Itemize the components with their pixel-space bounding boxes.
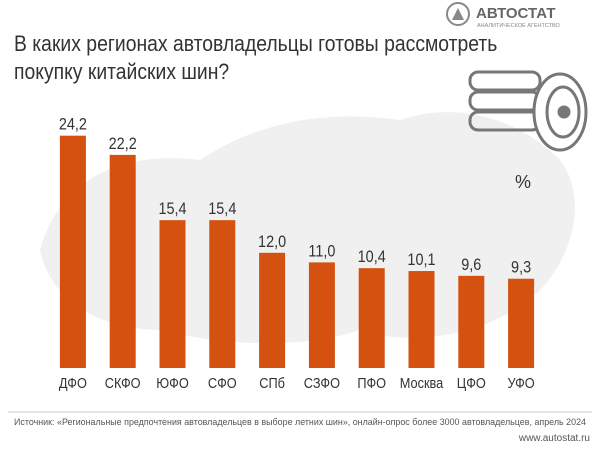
value-label: 24,2: [59, 116, 87, 134]
value-label: 9,3: [511, 259, 531, 277]
x-tick-label: ЮФО: [156, 374, 189, 391]
bar: [159, 220, 186, 368]
x-tick-label: СПб: [259, 374, 285, 391]
bar: [408, 271, 435, 368]
x-tick-label: ДФО: [59, 374, 87, 391]
unit-label: %: [515, 172, 531, 192]
bar: [109, 154, 136, 368]
value-label: 15,4: [208, 200, 236, 218]
logo-subtext: АНАЛИТИЧЕСКОЕ АГЕНТСТВО: [477, 23, 561, 29]
bar: [458, 275, 485, 368]
chart-title: В каких регионах автовладельцы готовы ра…: [14, 31, 498, 84]
value-label: 15,4: [158, 200, 186, 218]
x-tick-label: ПФО: [357, 374, 386, 391]
bar: [209, 220, 236, 368]
bar: [508, 278, 535, 368]
logo-text: АВТОСТАТ: [476, 5, 555, 22]
x-tick-label: Москва: [400, 374, 444, 391]
x-tick-label: СФО: [208, 374, 237, 391]
tires-icon: [468, 70, 588, 152]
value-label: 12,0: [258, 233, 286, 251]
value-label: 22,2: [109, 135, 137, 153]
bar: [358, 268, 385, 368]
value-label: 9,6: [461, 256, 481, 274]
bar: [308, 262, 335, 368]
x-tick-label: УФО: [507, 374, 534, 391]
x-tick-label: СКФО: [105, 374, 141, 391]
value-label: 10,1: [407, 251, 435, 269]
website: www.autostat.ru: [518, 433, 590, 444]
x-tick-label: ЦФО: [457, 374, 486, 391]
bar: [59, 135, 86, 368]
bar: [259, 252, 286, 368]
x-tick-label: СЗФО: [304, 374, 340, 391]
value-label: 11,0: [308, 242, 335, 260]
logo: АВТОСТАТ АНАЛИТИЧЕСКОЕ АГЕНТСТВО: [446, 2, 561, 29]
value-label: 10,4: [358, 248, 386, 266]
source: Источник: «Региональные предпочтения авт…: [14, 417, 586, 428]
